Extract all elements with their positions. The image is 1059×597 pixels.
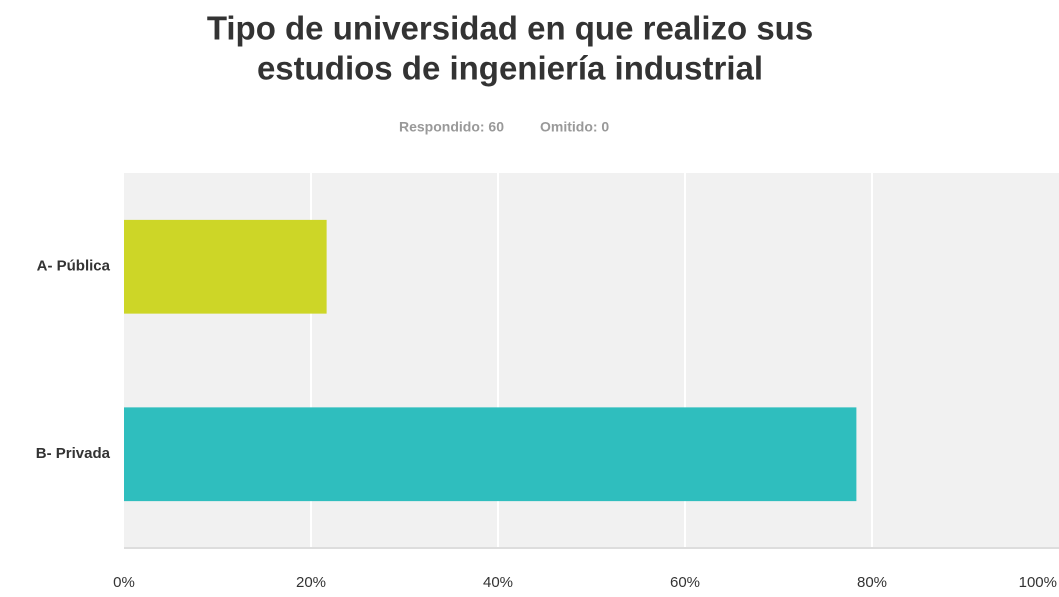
chart-title: estudios de ingeniería industrial — [257, 50, 763, 87]
subtitle: Respondido: 60 — [399, 119, 504, 135]
bar — [124, 219, 327, 314]
y-tick-label: A- Pública — [37, 258, 111, 275]
x-tick-label: 0% — [113, 574, 135, 591]
x-tick-label: 100% — [1019, 574, 1057, 591]
x-tick-label: 60% — [670, 574, 700, 591]
bar — [124, 407, 857, 502]
x-tick-label: 20% — [296, 574, 326, 591]
x-tick-label: 80% — [857, 574, 887, 591]
subtitle: Omitido: 0 — [540, 119, 609, 135]
y-tick-label: B- Privada — [36, 445, 111, 462]
chart-title: Tipo de universidad en que realizo sus — [207, 10, 813, 47]
x-tick-label: 40% — [483, 574, 513, 591]
